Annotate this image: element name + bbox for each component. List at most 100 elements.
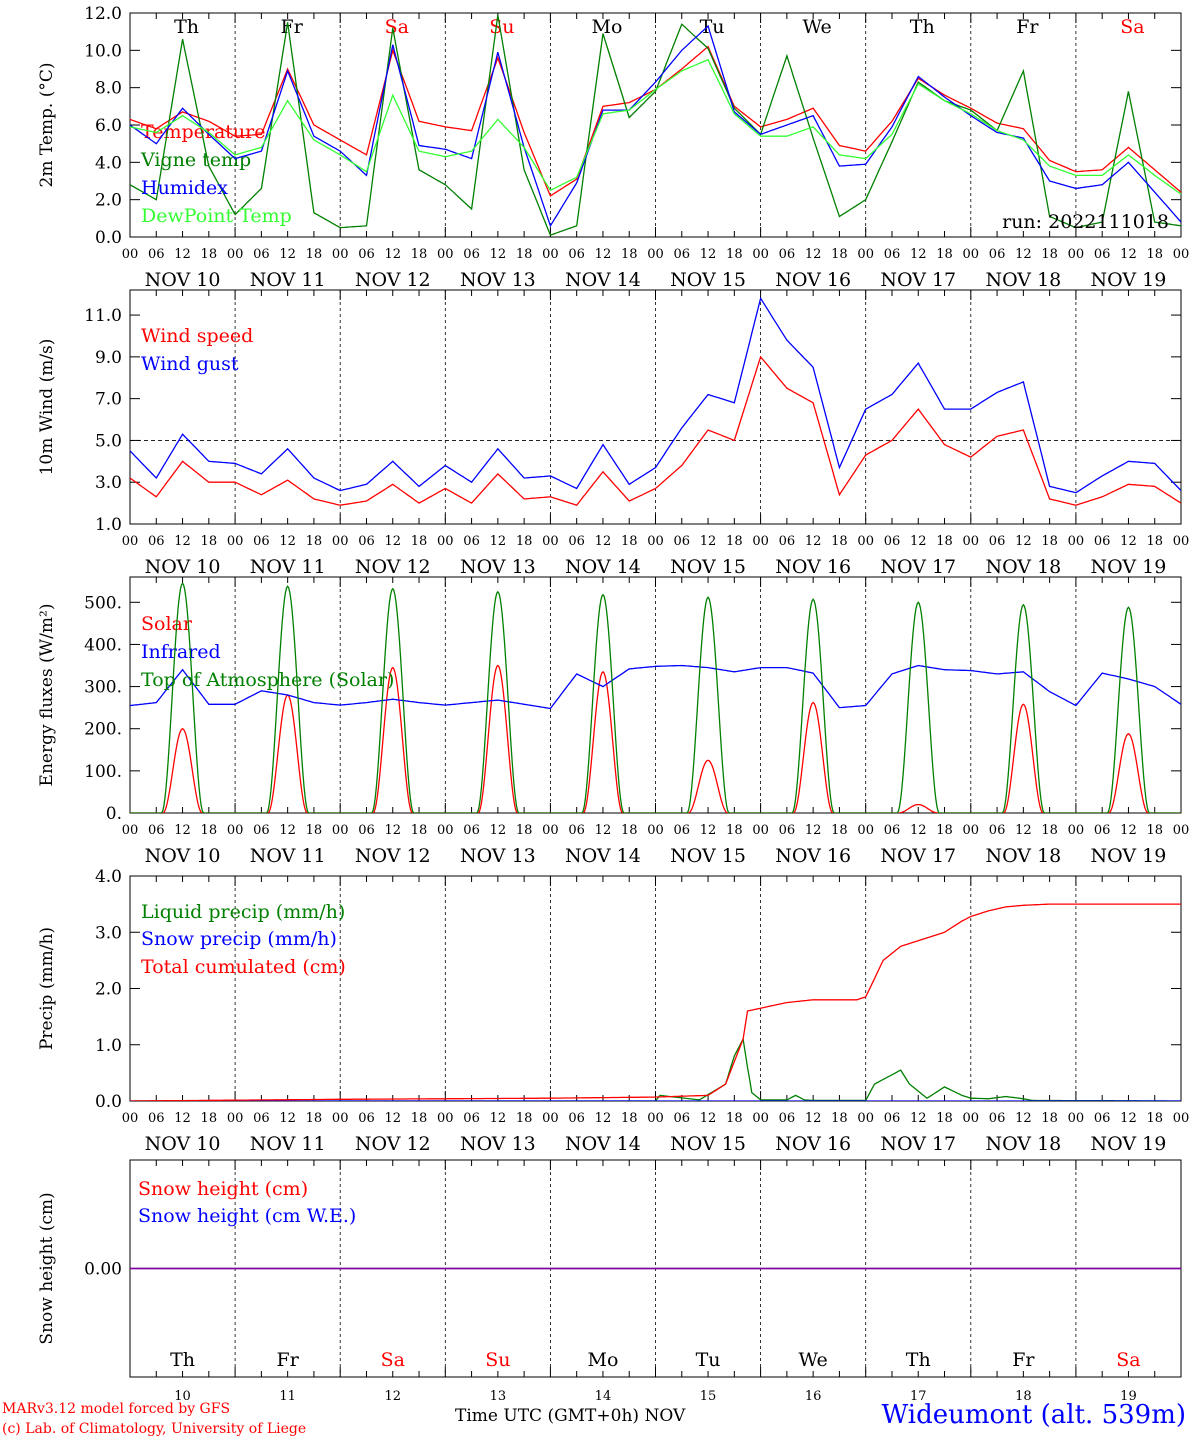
hour-tick-label: 12 — [1120, 534, 1137, 549]
date-label: NOV 19 — [1091, 845, 1167, 867]
date-label: NOV 18 — [985, 556, 1061, 578]
legend-entry: Solar — [141, 613, 193, 635]
hour-tick-label: 00 — [963, 823, 980, 838]
weekday-label: Mo — [591, 16, 622, 38]
hour-tick-label: 00 — [1068, 534, 1085, 549]
hour-tick-label: 00 — [227, 247, 244, 262]
hour-tick-label: 06 — [674, 534, 691, 549]
hour-tick-label: 00 — [332, 534, 349, 549]
hour-tick-label: 00 — [437, 1111, 454, 1126]
y-axis-label: Snow height (cm) — [37, 1192, 57, 1344]
y-tick-label: 0.00 — [84, 1260, 122, 1280]
hour-tick-label: 18 — [726, 534, 743, 549]
y-tick-label: 8.0 — [95, 79, 122, 99]
date-label: NOV 18 — [985, 1133, 1061, 1155]
hour-tick-label: 18 — [831, 247, 848, 262]
date-label: NOV 12 — [355, 845, 431, 867]
date-label: NOV 10 — [145, 269, 221, 291]
hour-tick-label: 12 — [490, 534, 507, 549]
hour-tick-label: 12 — [1015, 534, 1032, 549]
date-label: NOV 15 — [670, 556, 746, 578]
hour-tick-label: 12 — [700, 1111, 717, 1126]
hour-tick-label: 12 — [279, 534, 296, 549]
date-label: NOV 15 — [670, 269, 746, 291]
hour-tick-label: 18 — [516, 1111, 533, 1126]
hour-tick-label: 18 — [201, 534, 218, 549]
date-label: NOV 18 — [985, 845, 1061, 867]
date-label: NOV 11 — [250, 1133, 326, 1155]
hour-tick-label: 06 — [148, 534, 165, 549]
hour-tick-label: 06 — [989, 247, 1006, 262]
hour-tick-label: 06 — [989, 534, 1006, 549]
legend-entry: Vigne temp — [140, 149, 251, 171]
date-label: NOV 10 — [145, 1133, 221, 1155]
hour-tick-label: 12 — [700, 247, 717, 262]
weekday-label: Sa — [385, 16, 409, 38]
date-label: NOV 16 — [775, 845, 851, 867]
legend-entry: Wind speed — [141, 325, 253, 347]
hour-tick-label: 00 — [647, 823, 664, 838]
date-label: NOV 12 — [355, 556, 431, 578]
hour-tick-label: 00 — [1068, 1111, 1085, 1126]
legend-entry: Wind gust — [141, 353, 239, 375]
hour-tick-label: 18 — [516, 823, 533, 838]
hour-tick-label: 00 — [332, 247, 349, 262]
series-line-liquid-precip-mm-h- — [130, 1037, 1181, 1101]
hour-tick-label: 18 — [621, 247, 638, 262]
y-axis-label: 10m Wind (m/s) — [37, 339, 57, 476]
y-tick-label: 3.0 — [95, 473, 122, 493]
hour-tick-label: 06 — [779, 823, 796, 838]
day-number-label: 14 — [595, 1389, 612, 1404]
hour-tick-label: 00 — [1068, 823, 1085, 838]
hour-tick-label: 00 — [227, 1111, 244, 1126]
hour-tick-label: 00 — [542, 247, 559, 262]
weekday-label: Fr — [277, 1349, 300, 1371]
weekday-label: We — [799, 1349, 828, 1371]
hour-tick-label: 18 — [936, 823, 953, 838]
hour-tick-label: 18 — [621, 1111, 638, 1126]
hour-tick-label: 12 — [384, 823, 401, 838]
hour-tick-label: 12 — [1015, 823, 1032, 838]
hour-tick-label: 06 — [358, 534, 375, 549]
date-label: NOV 19 — [1091, 556, 1167, 578]
station-title: Wideumont (alt. 539m) — [881, 1400, 1186, 1430]
series-line-infrared — [130, 664, 1181, 710]
hour-tick-label: 12 — [384, 247, 401, 262]
hour-tick-label: 06 — [463, 247, 480, 262]
weekday-label: Fr — [281, 16, 304, 38]
hour-tick-label: 12 — [910, 247, 927, 262]
hour-tick-label: 06 — [1094, 1111, 1111, 1126]
y-tick-label: 6.0 — [95, 116, 122, 136]
legend-entry: Snow height (cm W.E.) — [138, 1205, 356, 1227]
day-number-label: 10 — [174, 1389, 191, 1404]
hour-tick-label: 12 — [279, 823, 296, 838]
hour-tick-label: 00 — [332, 823, 349, 838]
legend-entry: Top of Atmosphere (Solar) — [141, 669, 394, 691]
hour-tick-label: 12 — [384, 1111, 401, 1126]
hour-tick-label: 06 — [884, 534, 901, 549]
hour-tick-label: 06 — [463, 534, 480, 549]
hour-tick-label: 12 — [1120, 247, 1137, 262]
run-label: run: 2022111018 — [1002, 211, 1169, 233]
hour-tick-label: 00 — [542, 534, 559, 549]
hour-tick-label: 18 — [1041, 823, 1058, 838]
hour-tick-label: 00 — [963, 1111, 980, 1126]
series-line-vigne-temp — [130, 14, 1181, 236]
hour-tick-label: 00 — [963, 534, 980, 549]
date-label: NOV 13 — [460, 1133, 536, 1155]
hour-tick-label: 18 — [516, 247, 533, 262]
hour-tick-label: 06 — [779, 1111, 796, 1126]
hour-tick-label: 06 — [674, 247, 691, 262]
hour-tick-label: 00 — [752, 823, 769, 838]
date-label: NOV 16 — [775, 269, 851, 291]
hour-tick-label: 00 — [122, 823, 139, 838]
hour-tick-label: 00 — [437, 823, 454, 838]
date-label: NOV 14 — [565, 1133, 641, 1155]
weekday-label: Sa — [1116, 1349, 1140, 1371]
series-line-wind-gust — [130, 296, 1181, 494]
series-line-dewpoint-temp — [130, 58, 1181, 195]
y-tick-label: 10.0 — [84, 41, 122, 61]
copyright-credit: (c) Lab. of Climatology, University of L… — [2, 1421, 307, 1437]
panel-2: 1.0 3.0 5.0 7.0 9.0 11.0 10m Wind (m/s) 00 06 12 1… — [37, 289, 1189, 578]
